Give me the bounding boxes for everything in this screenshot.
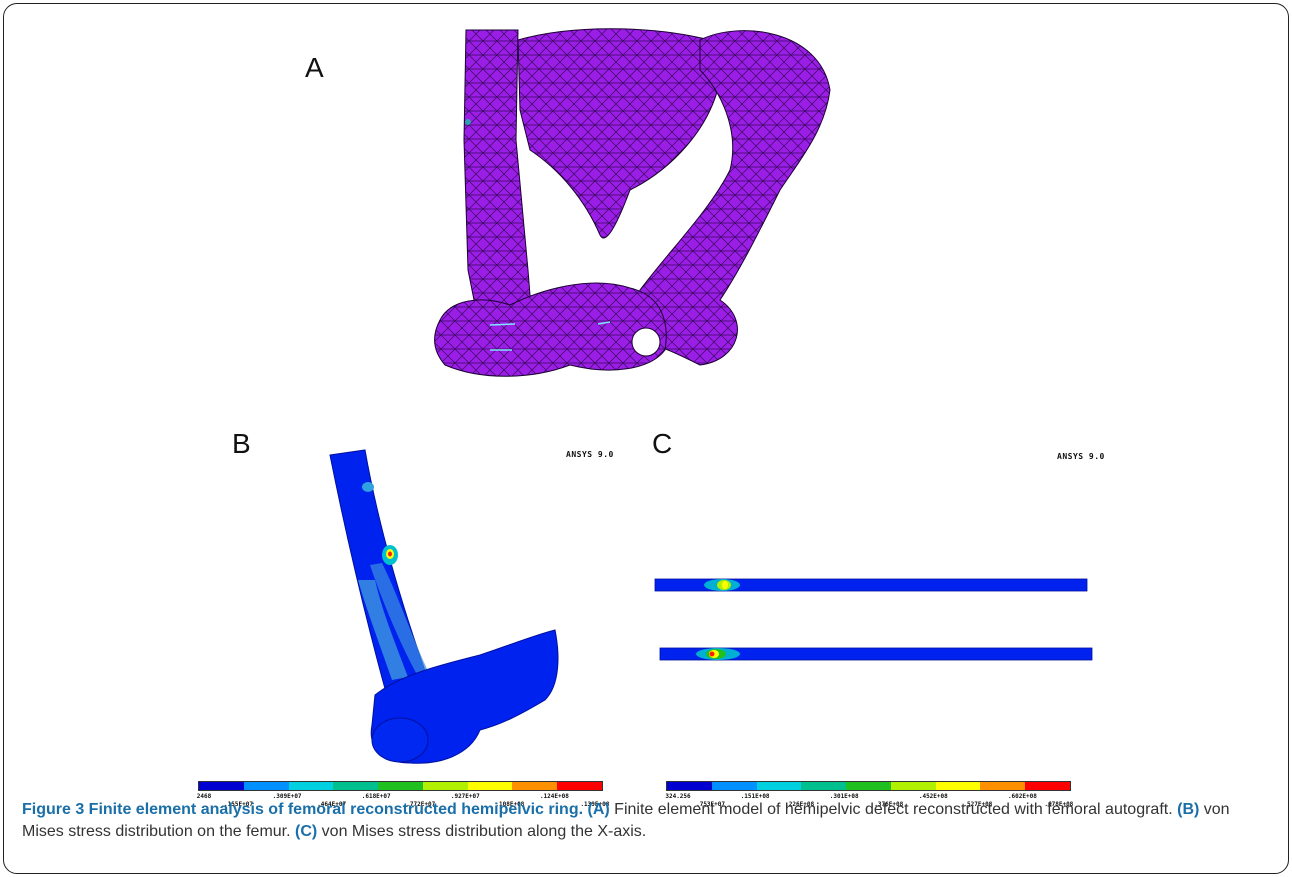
figure-frame [3, 3, 1289, 874]
legend-label: .139E+08 [580, 801, 610, 808]
legend-swatch [199, 782, 244, 790]
legend-swatch [711, 782, 757, 790]
caption-title: Figure 3 Finite element analysis of femo… [22, 801, 584, 818]
legend-label: .753E+07 [696, 801, 725, 808]
legend-label: .376E+08 [874, 801, 904, 808]
legend-swatch [378, 782, 423, 790]
legend-swatch [467, 782, 513, 790]
legend-label: 2468 [196, 793, 212, 800]
legend-swatch [288, 782, 334, 790]
legend-label: 324.256 [665, 793, 691, 800]
femur-stress-plot [329, 449, 559, 764]
legend-label: .527E+08 [963, 801, 993, 808]
panel-b-legend-labels: 2468 .155E+07 .309E+07 .464E+07 .618E+07… [196, 791, 610, 815]
legend-label: .927E+07 [450, 793, 480, 800]
legend-swatch [243, 782, 289, 790]
panel-b-legend: 2468 .155E+07 .309E+07 .464E+07 .618E+07… [196, 781, 610, 815]
pelvis-mesh-model [434, 28, 831, 377]
legend-swatch [667, 782, 712, 790]
caption-c-label: (C) [295, 823, 318, 840]
panel-a-letter: A [305, 52, 324, 83]
legend-swatch [935, 782, 981, 790]
panel-c-letter: C [652, 428, 673, 459]
panel-b-color-bar [198, 781, 603, 791]
panel-c-color-bar [666, 781, 1071, 791]
legend-swatch [557, 782, 603, 790]
caption-b-label: (B) [1177, 801, 1200, 818]
legend-label: .155E+07 [224, 801, 253, 808]
legend-swatch [1025, 782, 1071, 790]
legend-label: .301E+08 [829, 793, 859, 800]
ilium [619, 30, 831, 366]
legend-label: .226E+08 [785, 801, 815, 808]
caption-a-label: (A) [587, 801, 610, 818]
legend-label: .464E+07 [317, 801, 347, 808]
panel-b-letter: B [232, 428, 251, 459]
acetabular-region [434, 282, 667, 377]
legend-label: .602E+08 [1007, 793, 1037, 800]
caption-b-text: von Mises stress distribution on the fem… [22, 801, 1230, 840]
panel-c-legend-labels: 324.256 .753E+07 .151E+08 .226E+08 .301E… [665, 791, 1074, 815]
legend-label: .124E+08 [539, 793, 569, 800]
panel-c-legend: 324.256 .753E+07 .151E+08 .226E+08 .301E… [665, 781, 1074, 815]
legend-label: .618E+07 [361, 793, 391, 800]
legend-label: .108E+08 [495, 801, 525, 808]
legend-swatch [333, 782, 379, 790]
legend-swatch [801, 782, 847, 790]
legend-label: .678E+08 [1044, 801, 1074, 808]
legend-label: .151E+08 [740, 793, 770, 800]
panel-c-software-label: ANSYS 9.0 [1057, 452, 1105, 461]
legend-swatch [756, 782, 802, 790]
figure-caption: Figure 3 Finite element analysis of femo… [22, 799, 1272, 843]
sacrum [517, 28, 721, 239]
legend-swatch [890, 782, 936, 790]
panel-b-software-label: ANSYS 9.0 [566, 450, 614, 459]
legend-label: .309E+07 [272, 793, 302, 800]
caption-c-text: von Mises stress distribution along the … [317, 823, 647, 840]
legend-label: .772E+07 [406, 801, 436, 808]
legend-label: .452E+08 [918, 793, 948, 800]
legend-swatch [422, 782, 468, 790]
legend-swatch [980, 782, 1026, 790]
caption-a-text: Finite element model of hemipelvic defec… [609, 801, 1178, 818]
legend-swatch [846, 782, 891, 790]
x-axis-stress-plot [654, 578, 1093, 661]
legend-swatch [512, 782, 558, 790]
